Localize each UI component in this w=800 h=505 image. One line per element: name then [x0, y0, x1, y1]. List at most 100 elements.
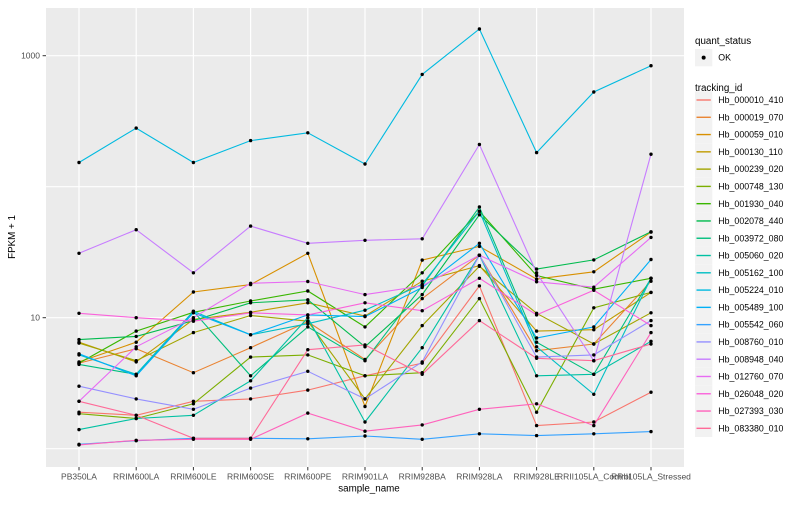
data-point — [363, 420, 367, 424]
data-point — [534, 340, 539, 344]
data-point — [477, 209, 482, 213]
data-point — [306, 251, 310, 255]
data-point — [306, 279, 310, 284]
data-point — [592, 432, 596, 436]
data-point — [477, 244, 482, 249]
data-point — [649, 257, 653, 262]
data-point — [77, 412, 81, 416]
data-point — [363, 325, 367, 329]
data-point — [649, 311, 653, 315]
data-point — [248, 281, 253, 285]
data-point — [477, 276, 482, 280]
data-point — [306, 241, 310, 245]
data-point — [191, 311, 196, 315]
data-point — [134, 397, 138, 401]
data-point — [420, 309, 424, 313]
data-point — [306, 301, 310, 305]
legend-label-Hb_027393_030: Hb_027393_030 — [718, 406, 783, 416]
legend-label-Hb_005060_020: Hb_005060_020 — [718, 251, 783, 261]
x-tick-label: RRII105LA_Control — [557, 472, 631, 482]
data-point — [649, 235, 653, 240]
data-point — [191, 160, 196, 165]
data-point — [649, 390, 653, 394]
data-point — [534, 423, 539, 428]
data-point — [134, 228, 138, 232]
data-point — [134, 438, 138, 442]
data-point — [134, 334, 138, 339]
data-point — [191, 316, 196, 320]
data-point — [363, 301, 367, 305]
legend-label-Hb_005224_010: Hb_005224_010 — [718, 285, 783, 295]
data-point — [649, 339, 653, 343]
data-point — [477, 432, 482, 436]
legend-label-Hb_000748_130: Hb_000748_130 — [718, 182, 783, 192]
data-point — [592, 392, 596, 396]
data-point — [420, 284, 424, 288]
data-point — [134, 345, 138, 349]
data-point — [649, 63, 653, 68]
y-axis-title: FPKM + 1 — [7, 215, 18, 259]
data-point — [649, 318, 653, 323]
data-point — [248, 436, 253, 440]
legend-label-Hb_008948_040: Hb_008948_040 — [718, 354, 783, 364]
x-tick-label: RRIM600LA — [113, 472, 160, 482]
data-point — [534, 329, 539, 333]
data-point — [77, 337, 81, 342]
x-tick-label: RRIM928LE — [513, 472, 560, 482]
legend-point-marker — [701, 55, 706, 60]
data-point — [306, 325, 310, 329]
data-point — [306, 437, 310, 441]
data-point — [534, 277, 539, 281]
x-tick-label: RRIM901LA — [342, 472, 389, 482]
data-point — [420, 258, 424, 262]
data-point — [477, 407, 482, 411]
data-point — [248, 138, 253, 143]
data-point — [592, 258, 596, 262]
data-point — [191, 271, 196, 275]
data-point — [592, 285, 596, 289]
data-point — [248, 333, 253, 337]
legend-label-Hb_000019_070: Hb_000019_070 — [718, 112, 783, 122]
x-tick-label: RRII105LA_Stressed — [611, 472, 691, 482]
data-point — [306, 353, 310, 357]
data-point — [363, 343, 367, 347]
data-point — [420, 292, 424, 297]
data-point — [477, 253, 482, 257]
data-point — [649, 279, 653, 283]
x-axis-title: sample_name — [338, 484, 400, 495]
legend-title-tracking-id: tracking_id — [695, 83, 742, 94]
data-point — [534, 267, 539, 271]
data-point — [306, 369, 310, 373]
data-point — [420, 360, 424, 364]
legend-label-Hb_000239_020: Hb_000239_020 — [718, 164, 783, 174]
legend-label-Hb_003972_080: Hb_003972_080 — [718, 233, 783, 243]
legend-label-Hb_026048_020: Hb_026048_020 — [718, 389, 783, 399]
data-point — [592, 372, 596, 376]
data-point — [477, 318, 482, 323]
legend-label-Hb_000010_410: Hb_000010_410 — [718, 95, 783, 105]
data-point — [134, 329, 138, 333]
y-tick-label: 10 — [31, 313, 41, 323]
data-point — [534, 150, 539, 155]
data-point — [534, 345, 539, 349]
data-point — [77, 362, 81, 367]
data-point — [134, 359, 138, 363]
data-point — [191, 371, 196, 375]
x-tick-label: RRIM600SE — [227, 472, 275, 482]
data-point — [306, 313, 310, 317]
data-point — [420, 437, 424, 441]
data-point — [248, 386, 253, 390]
data-point — [77, 160, 81, 165]
data-point — [477, 205, 482, 209]
data-point — [77, 311, 81, 315]
data-point — [191, 319, 196, 323]
data-point — [191, 402, 196, 406]
x-tick-label: RRIM600PE — [284, 472, 332, 482]
data-point — [191, 413, 196, 417]
data-point — [248, 224, 253, 228]
data-point — [306, 298, 310, 302]
legend-label-Hb_000059_010: Hb_000059_010 — [718, 130, 783, 140]
legend-label-Hb_005489_100: Hb_005489_100 — [718, 302, 783, 312]
